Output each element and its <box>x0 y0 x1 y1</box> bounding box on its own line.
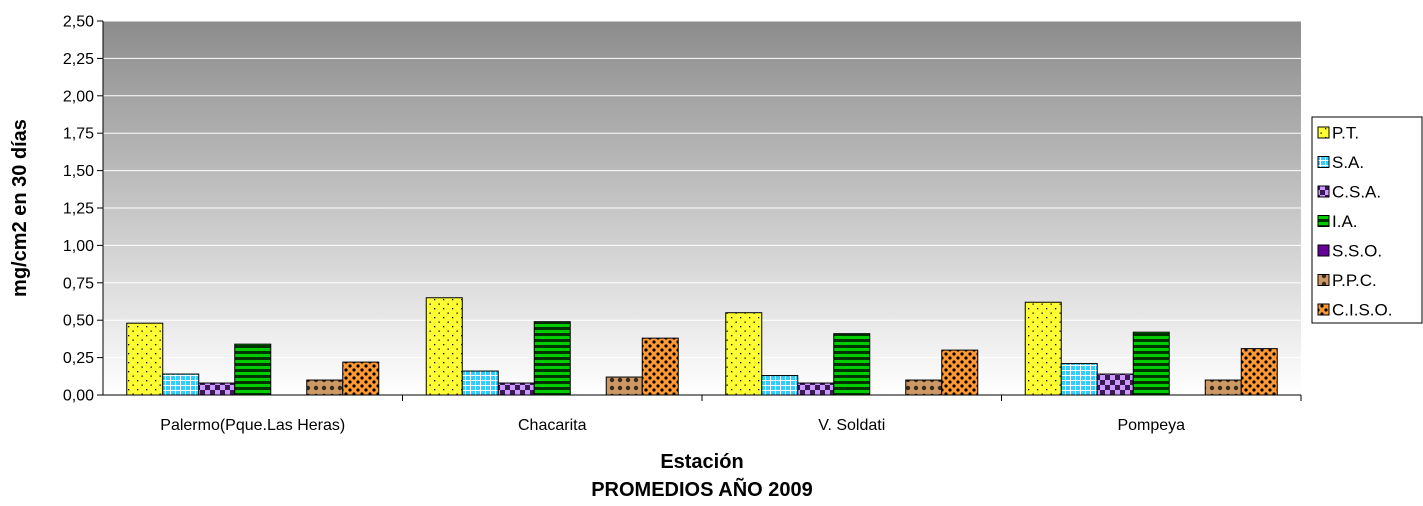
legend-swatch <box>1317 303 1330 316</box>
y-axis-title: mg/cm2 en 30 días <box>9 119 31 297</box>
y-tick-label: 1,00 <box>63 238 94 255</box>
legend-swatch <box>1317 185 1330 198</box>
y-tick-label: 2,50 <box>63 14 94 31</box>
bars <box>126 297 1278 396</box>
bar <box>1204 379 1242 396</box>
legend-label: P.T. <box>1332 124 1359 143</box>
bar <box>1240 348 1278 396</box>
bar <box>198 382 236 396</box>
y-tick-label: 2,25 <box>63 51 94 68</box>
legend-label: C.S.A. <box>1332 183 1381 202</box>
y-tick-label: 0,75 <box>63 275 94 292</box>
bar <box>306 379 344 396</box>
bar <box>797 382 835 396</box>
bar <box>461 370 499 396</box>
bar <box>162 373 200 396</box>
bar <box>1096 373 1134 396</box>
legend-label: C.I.S.O. <box>1332 301 1392 320</box>
y-tick-label: 0,00 <box>63 388 94 405</box>
y-tick-label: 0,50 <box>63 313 94 330</box>
bar <box>126 322 164 396</box>
bar <box>1132 331 1170 396</box>
x-category-label: V. Soldati <box>818 417 885 434</box>
legend-label: S.A. <box>1332 153 1364 172</box>
axes <box>97 20 1302 401</box>
bar <box>941 349 979 396</box>
bar <box>342 361 380 396</box>
gridlines <box>103 20 1301 359</box>
legend-label: I.A. <box>1332 212 1358 231</box>
legend-swatch <box>1317 126 1330 139</box>
bar <box>425 297 463 396</box>
bar <box>905 379 943 396</box>
legend-swatch <box>1317 156 1330 168</box>
legend-label: S.S.O. <box>1332 242 1382 261</box>
legend: P.T. S.A. C.S.A. I.A. S.S.O. P.P.C. C.I.S.O. <box>1311 116 1423 324</box>
x-category-label: Palermo(Pque.Las Heras) <box>160 417 345 434</box>
bar <box>1024 301 1062 396</box>
bar <box>725 312 763 396</box>
bar <box>533 321 571 396</box>
chart-footer: PROMEDIOS AÑO 2009 <box>591 478 813 501</box>
y-tick-label: 1,75 <box>63 126 94 143</box>
y-tick-label: 0,25 <box>63 350 94 367</box>
x-category-labels: Palermo(Pque.Las Heras) Chacarita V. Solda… <box>160 417 1185 434</box>
y-tick-label: 1,25 <box>63 201 94 218</box>
legend-swatch <box>1317 274 1330 286</box>
x-category-label: Chacarita <box>518 417 587 434</box>
legend-swatch <box>1317 215 1330 227</box>
bar <box>497 382 535 396</box>
bar <box>761 375 799 396</box>
bar <box>234 343 272 396</box>
x-axis-title: Estación <box>660 451 743 473</box>
x-category-label: Pompeya <box>1117 417 1185 434</box>
bar <box>605 376 643 396</box>
legend-box <box>1311 116 1423 324</box>
bar <box>641 337 679 396</box>
legend-label: P.P.C. <box>1332 271 1377 290</box>
legend-swatch <box>1317 244 1330 257</box>
bar <box>1060 363 1098 396</box>
bar <box>833 333 871 396</box>
y-tick-label: 2,00 <box>63 88 94 105</box>
y-tick-label: 1,50 <box>63 163 94 180</box>
y-tick-labels: 0,00 0,25 0,50 0,75 1,00 1,25 1,50 1,75 2,00 2,25… <box>63 14 94 405</box>
